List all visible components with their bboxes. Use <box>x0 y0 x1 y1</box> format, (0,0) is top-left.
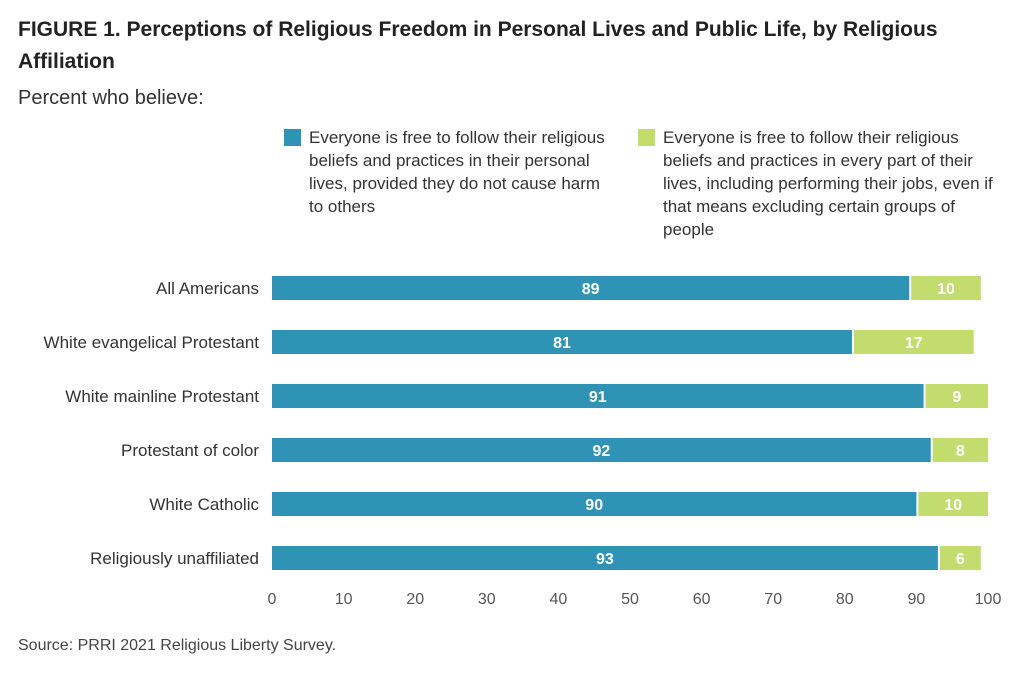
data-label-white-catholic-series-2: 10 <box>944 497 962 514</box>
x-tick-label-60: 60 <box>693 591 711 608</box>
legend-swatch-green <box>638 129 655 146</box>
data-label-white-mainline-protestant-series-2: 9 <box>952 389 961 406</box>
x-tick-label-90: 90 <box>908 591 926 608</box>
data-label-all-americans-series-1: 89 <box>582 281 600 298</box>
bar-all-americans-series-2 <box>911 276 981 300</box>
chart-subtitle: Percent who believe: <box>18 87 204 109</box>
bar-white-evangelical-protestant-series-2 <box>853 330 974 354</box>
category-label-white-mainline-protestant: White mainline Protestant <box>65 387 259 406</box>
data-label-white-catholic-series-1: 90 <box>585 497 603 514</box>
x-tick-label-50: 50 <box>621 591 639 608</box>
data-label-white-evangelical-protestant-series-1: 81 <box>553 335 571 352</box>
bar-religiously-unaffiliated-series-2 <box>939 546 981 570</box>
category-label-religiously-unaffiliated: Religiously unaffiliated <box>90 549 259 568</box>
data-label-religiously-unaffiliated-series-2: 6 <box>956 551 965 568</box>
x-tick-label-80: 80 <box>836 591 854 608</box>
bar-religiously-unaffiliated-series-1 <box>272 546 938 570</box>
bar-protestant-of-color-series-1 <box>272 438 931 462</box>
bar-white-mainline-protestant-series-2 <box>925 384 988 408</box>
category-label-white-catholic: White Catholic <box>149 495 259 514</box>
bar-white-catholic-series-1 <box>272 492 917 516</box>
data-label-protestant-of-color-series-1: 92 <box>592 443 610 460</box>
category-label-all-americans: All Americans <box>156 279 259 298</box>
x-tick-label-70: 70 <box>764 591 782 608</box>
legend-swatch-teal <box>284 129 301 146</box>
data-label-white-mainline-protestant-series-1: 91 <box>589 389 607 406</box>
legend-item-personal-lives: Everyone is free to follow their religio… <box>284 126 614 218</box>
category-label-white-evangelical-protestant: White evangelical Protestant <box>44 333 260 352</box>
x-tick-label-30: 30 <box>478 591 496 608</box>
bar-protestant-of-color-series-2 <box>932 438 988 462</box>
x-tick-label-40: 40 <box>550 591 568 608</box>
data-label-white-evangelical-protestant-series-2: 17 <box>905 335 923 352</box>
chart-title: FIGURE 1. Perceptions of Religious Freed… <box>18 18 938 73</box>
source-note: Source: PRRI 2021 Religious Liberty Surv… <box>18 637 337 654</box>
x-tick-label-0: 0 <box>268 591 277 608</box>
legend-label-every-part: Everyone is free to follow their religio… <box>663 128 993 239</box>
x-tick-label-10: 10 <box>335 591 353 608</box>
data-label-protestant-of-color-series-2: 8 <box>956 443 965 460</box>
bar-white-evangelical-protestant-series-1 <box>272 330 852 354</box>
x-tick-label-100: 100 <box>975 591 1002 608</box>
bar-white-mainline-protestant-series-1 <box>272 384 924 408</box>
bar-white-catholic-series-2 <box>918 492 988 516</box>
x-tick-label-20: 20 <box>406 591 424 608</box>
legend-label-personal-lives: Everyone is free to follow their religio… <box>309 128 605 216</box>
legend-item-every-part: Everyone is free to follow their religio… <box>638 126 1008 241</box>
category-label-protestant-of-color: Protestant of color <box>121 441 259 460</box>
data-label-all-americans-series-2: 10 <box>937 281 955 298</box>
data-label-religiously-unaffiliated-series-1: 93 <box>596 551 614 568</box>
bar-all-americans-series-1 <box>272 276 910 300</box>
